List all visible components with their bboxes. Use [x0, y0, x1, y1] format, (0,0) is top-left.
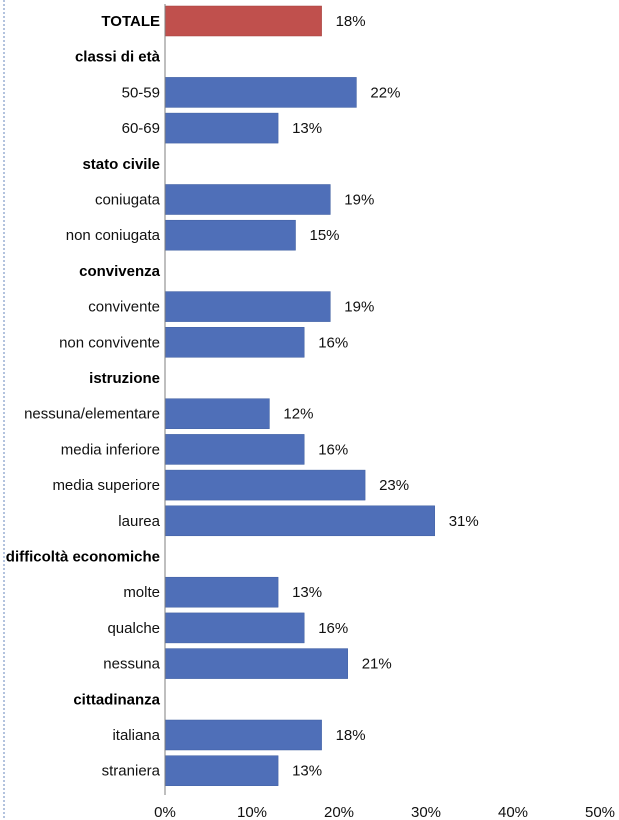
bar: [164, 576, 279, 608]
group-label: stato civile: [82, 156, 160, 173]
group-label: classi di età: [75, 49, 161, 66]
bars-layer: [164, 5, 435, 786]
bar: [164, 327, 305, 358]
bar: [164, 648, 348, 679]
value-label: 13%: [292, 584, 322, 601]
category-label: laurea: [118, 513, 160, 530]
bar: [164, 219, 296, 251]
category-label: italiana: [112, 727, 160, 744]
category-label: media inferiore: [61, 441, 160, 458]
value-label: 12%: [283, 406, 313, 423]
bar: [164, 434, 305, 465]
category-labels-layer: TOTALE classi di età 50-59 60-69 stato civil…: [6, 13, 161, 780]
x-axis: 0% 10% 20% 30% 40% 50%: [154, 4, 615, 820]
value-label: 18%: [336, 13, 366, 30]
bar: [164, 112, 279, 144]
value-labels-layer: 18% 22% 13% 19% 15% 19% 16% 12% 16% 23% 31% 13% 16% 2…: [283, 13, 478, 780]
value-label: 19%: [344, 299, 374, 316]
group-label: difficoltà economiche: [6, 549, 160, 566]
bar: [164, 184, 331, 215]
value-label: 13%: [292, 763, 322, 780]
value-label: 13%: [292, 120, 322, 137]
category-label: 50-59: [122, 84, 160, 101]
category-label: coniugata: [95, 192, 161, 209]
category-label: nessuna: [103, 656, 160, 673]
bar: [164, 719, 322, 751]
value-label: 18%: [336, 727, 366, 744]
category-label: 60-69: [122, 120, 160, 137]
category-label: convivente: [88, 299, 160, 316]
category-label: non coniugata: [66, 227, 161, 244]
x-tick-label: 50%: [585, 804, 615, 820]
value-label: 31%: [449, 513, 479, 530]
value-label: 22%: [370, 84, 400, 101]
bar: [164, 612, 305, 644]
x-tick-label: 40%: [498, 804, 528, 820]
bar: [164, 291, 331, 322]
group-label: convivenza: [79, 263, 161, 280]
value-label: 15%: [310, 227, 340, 244]
bar: [164, 755, 279, 786]
group-label: cittadinanza: [73, 691, 160, 708]
category-label: nessuna/elementare: [24, 406, 160, 423]
total-label: TOTALE: [101, 13, 160, 30]
value-label: 21%: [362, 656, 392, 673]
category-label: molte: [123, 584, 160, 601]
category-label: non convivente: [59, 334, 160, 351]
x-tick-label: 0%: [154, 804, 176, 820]
total-bar: [164, 5, 322, 37]
value-label: 23%: [379, 477, 409, 494]
category-label: straniera: [102, 763, 161, 780]
x-tick-label: 30%: [411, 804, 441, 820]
value-label: 19%: [344, 192, 374, 209]
bar: [164, 398, 270, 429]
category-label: media superiore: [52, 477, 160, 494]
group-label: istruzione: [89, 370, 160, 387]
value-label: 16%: [318, 620, 348, 637]
value-label: 16%: [318, 334, 348, 351]
x-tick-label: 10%: [237, 804, 267, 820]
value-label: 16%: [318, 441, 348, 458]
x-tick-label: 20%: [324, 804, 354, 820]
bar: [164, 77, 357, 108]
bar: [164, 505, 435, 537]
bar: [164, 469, 366, 501]
category-label: qualche: [107, 620, 160, 637]
